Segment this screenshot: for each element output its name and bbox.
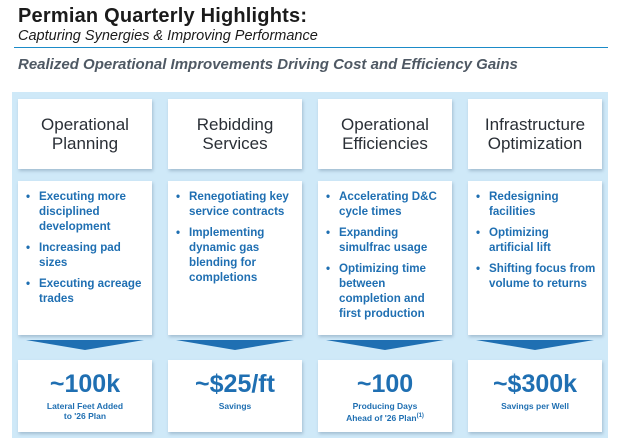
column-rebidding-services: Rebidding Services Renegotiating key ser… (168, 92, 302, 438)
down-arrow-icon (326, 340, 444, 350)
result-value: ~$25/ft (195, 370, 275, 398)
bullet-list: Renegotiating key service contracts Impl… (176, 189, 296, 285)
title-divider (14, 47, 608, 48)
bullet-list: Redesigning facilities Optimizing artifi… (476, 189, 596, 291)
page-title: Permian Quarterly Highlights: (18, 5, 308, 27)
result-value: ~100 (356, 370, 414, 398)
result-box: ~100 Producing Days Ahead of '26 Plan(1) (318, 360, 452, 432)
down-arrow-icon (26, 340, 144, 350)
bullet-item: Optimizing time between completion and f… (326, 261, 446, 321)
section-headline: Realized Operational Improvements Drivin… (18, 56, 518, 73)
highlights-panel: Operational Planning Executing more disc… (12, 92, 608, 438)
bullet-item: Shifting focus from volume to returns (476, 261, 596, 291)
bullet-item: Executing acreage trades (26, 276, 146, 306)
column-heading-box: Operational Efficiencies (318, 99, 452, 169)
column-heading-box: Infrastructure Optimization (468, 99, 602, 169)
bullet-item: Accelerating D&C cycle times (326, 189, 446, 219)
result-caption: Savings (218, 401, 252, 411)
result-box: ~$25/ft Savings (168, 360, 302, 432)
bullet-item: Renegotiating key service contracts (176, 189, 296, 219)
result-value: ~100k (49, 370, 121, 398)
bullet-item: Optimizing artificial lift (476, 225, 596, 255)
column-operational-efficiencies: Operational Efficiencies Accelerating D&… (318, 92, 452, 438)
column-heading: Operational Planning (41, 115, 129, 153)
bullet-item: Implementing dynamic gas blending for co… (176, 225, 296, 285)
column-heading-box: Operational Planning (18, 99, 152, 169)
result-caption: Savings per Well (501, 401, 569, 411)
column-bullets-box: Accelerating D&C cycle times Expanding s… (318, 181, 452, 335)
bullet-item: Increasing pad sizes (26, 240, 146, 270)
result-caption-text: Producing Days Ahead of '26 Plan (346, 401, 418, 423)
page-subtitle: Capturing Synergies & Improving Performa… (18, 28, 318, 44)
down-arrow-icon (476, 340, 594, 350)
bullet-item: Redesigning facilities (476, 189, 596, 219)
column-bullets-box: Executing more disciplined development I… (18, 181, 152, 335)
down-arrow-icon (176, 340, 294, 350)
bullet-item: Expanding simulfrac usage (326, 225, 446, 255)
bullet-list: Executing more disciplined development I… (26, 189, 146, 306)
column-operational-planning: Operational Planning Executing more disc… (18, 92, 152, 438)
result-box: ~$300k Savings per Well (468, 360, 602, 432)
result-caption: Producing Days Ahead of '26 Plan(1) (318, 401, 452, 423)
column-bullets-box: Redesigning facilities Optimizing artifi… (468, 181, 602, 335)
column-heading-box: Rebidding Services (168, 99, 302, 169)
column-heading: Operational Efficiencies (341, 115, 429, 153)
column-bullets-box: Renegotiating key service contracts Impl… (168, 181, 302, 335)
footnote-marker: (1) (416, 413, 424, 419)
bullet-list: Accelerating D&C cycle times Expanding s… (326, 189, 446, 321)
result-value: ~$300k (492, 370, 578, 398)
bullet-item: Executing more disciplined development (26, 189, 146, 234)
result-caption: Lateral Feet Added to '26 Plan (46, 401, 124, 421)
column-infrastructure-optimization: Infrastructure Optimization Redesigning … (468, 92, 602, 438)
column-heading: Rebidding Services (196, 115, 274, 153)
result-box: ~100k Lateral Feet Added to '26 Plan (18, 360, 152, 432)
column-heading: Infrastructure Optimization (484, 115, 586, 153)
